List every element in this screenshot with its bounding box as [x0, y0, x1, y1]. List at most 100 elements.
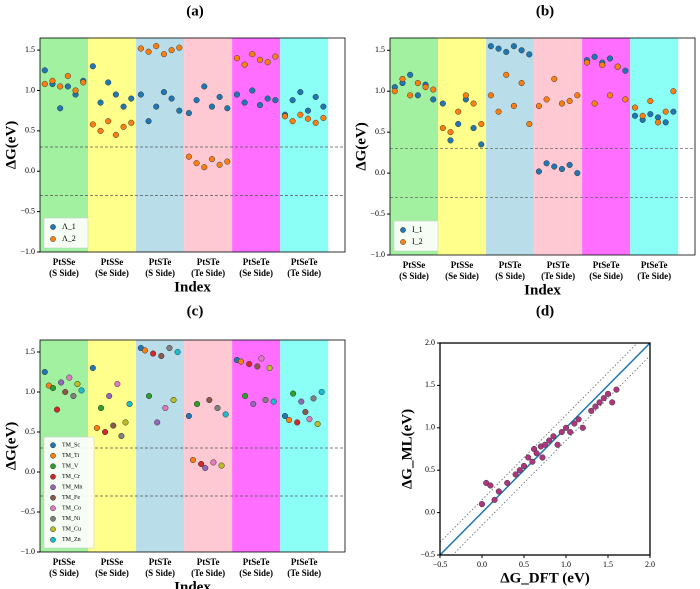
- point: [241, 61, 248, 68]
- point: [102, 428, 109, 436]
- point: [41, 80, 48, 88]
- point: [57, 83, 64, 90]
- point: [579, 424, 586, 431]
- band: [630, 38, 679, 255]
- point: [439, 125, 446, 132]
- point: [249, 51, 256, 58]
- y-axis-label: ΔG(eV): [353, 122, 369, 171]
- axes-frame: [39, 37, 346, 253]
- point: [302, 408, 309, 416]
- band-label: (Se Side): [445, 271, 479, 281]
- band-label: PtSTe: [499, 260, 522, 270]
- point: [614, 63, 621, 70]
- point: [250, 400, 257, 408]
- band-label: PtSeTe: [291, 257, 318, 267]
- point: [543, 96, 550, 103]
- point: [189, 456, 197, 464]
- legend-marker: [50, 452, 56, 459]
- band-label: PtSeTe: [243, 557, 270, 567]
- band: [232, 340, 281, 552]
- point: [599, 61, 606, 69]
- y-axis-label: ΔG_ML(eV): [399, 409, 415, 489]
- point: [112, 91, 119, 98]
- point: [294, 419, 301, 426]
- point: [150, 350, 157, 357]
- point: [596, 399, 603, 406]
- point: [70, 392, 77, 400]
- point: [237, 358, 245, 365]
- legend-marker: [50, 442, 56, 449]
- point: [662, 108, 669, 115]
- point: [66, 374, 73, 381]
- legend-marker: [50, 515, 56, 522]
- point: [430, 96, 437, 103]
- point: [554, 441, 561, 448]
- point: [470, 100, 477, 107]
- band: [40, 38, 89, 252]
- point: [168, 47, 175, 54]
- point: [126, 400, 133, 408]
- point: [414, 92, 421, 99]
- point: [662, 119, 669, 126]
- point: [246, 360, 253, 368]
- band-label: PtSeTe: [593, 260, 620, 270]
- point: [566, 98, 573, 105]
- point: [654, 119, 662, 126]
- point: [304, 115, 312, 122]
- y-tick-label: 1.0: [25, 85, 35, 94]
- point: [145, 118, 152, 125]
- point: [78, 387, 85, 394]
- point: [495, 108, 502, 115]
- point: [224, 158, 231, 165]
- legend-marker: [50, 494, 56, 501]
- y-tick-label: 1.5: [425, 380, 435, 389]
- legend-marker: [50, 224, 56, 230]
- band: [438, 38, 487, 255]
- band-label: PtSeTe: [243, 257, 270, 267]
- panel-title: (a): [186, 3, 204, 19]
- point: [89, 121, 96, 128]
- point: [241, 99, 248, 106]
- legend-label: TM_Cu: [62, 527, 81, 533]
- legend-label: TM_Ti: [62, 453, 79, 459]
- point: [64, 72, 71, 80]
- point: [567, 428, 574, 436]
- point: [462, 92, 469, 99]
- point: [216, 93, 223, 101]
- panel-title: (b): [536, 3, 554, 19]
- point: [430, 86, 437, 93]
- point: [504, 479, 511, 486]
- point: [258, 355, 265, 362]
- point: [297, 89, 304, 96]
- point: [154, 419, 161, 426]
- band: [486, 38, 535, 255]
- legend-label: TM_Sc: [62, 443, 80, 449]
- point: [535, 168, 542, 175]
- legend-label: TM_V: [62, 464, 79, 470]
- point: [535, 102, 542, 110]
- y-tick-label: −0.5: [420, 550, 435, 559]
- point: [210, 459, 217, 466]
- y-tick-label: −0.5: [20, 507, 35, 516]
- point: [128, 119, 135, 126]
- point: [622, 67, 629, 74]
- point: [306, 416, 313, 423]
- x-axis-label: Index: [524, 282, 561, 298]
- legend-label: I_1: [412, 225, 423, 234]
- point: [574, 92, 581, 99]
- point: [407, 71, 414, 78]
- x-tick-label: 1.0: [561, 560, 571, 569]
- point: [233, 91, 240, 98]
- band: [280, 38, 329, 252]
- point: [272, 53, 279, 60]
- point: [558, 165, 566, 173]
- point: [631, 112, 639, 119]
- point: [97, 404, 105, 412]
- point: [54, 406, 61, 413]
- point: [289, 118, 296, 125]
- point: [89, 364, 96, 372]
- point: [318, 388, 325, 396]
- point: [110, 422, 117, 429]
- point: [249, 87, 256, 94]
- point: [487, 482, 494, 489]
